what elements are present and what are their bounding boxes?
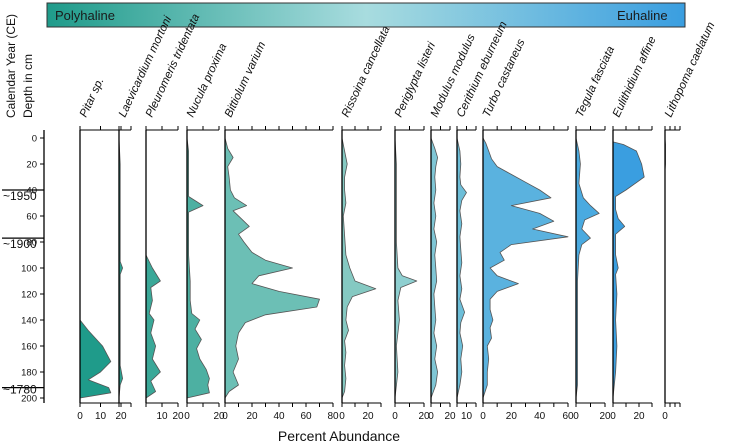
x-tick-label: 20: [418, 411, 430, 422]
depth-tick-label: 140: [21, 316, 37, 327]
taxon-label: Nucula proxima: [185, 42, 230, 119]
year-marker-label: ~1950: [3, 189, 37, 203]
abundance-area: [612, 137, 645, 399]
panel-12: 0 Lithopoma caelatum: [662, 20, 717, 422]
x-tick-label: 40: [534, 411, 546, 422]
depth-tick-label: 40: [26, 186, 37, 197]
abundance-area: [394, 137, 418, 399]
abundance-area: [145, 137, 161, 399]
x-tick-label: 20: [633, 411, 645, 422]
x-tick-label: 20: [172, 411, 184, 422]
depth-tick-label: 200: [21, 394, 37, 405]
depth-tick-label: 0: [32, 134, 37, 145]
salinity-gradient-bar: [46, 2, 686, 28]
x-tick-label: 0: [339, 411, 345, 422]
x-tick-label: 0: [480, 411, 486, 422]
x-tick-label: 10: [95, 411, 107, 422]
x-tick-label: 20: [362, 411, 374, 422]
taxon-label: Pitar sp.: [78, 76, 107, 119]
euhaline-label: Euhaline: [617, 8, 668, 23]
abundance-area: [118, 137, 123, 399]
x-axis-title: Percent Abundance: [278, 428, 400, 444]
abundance-area: [482, 137, 569, 399]
abundance-area: [430, 137, 439, 399]
taxon-label: Rissoina cancellata: [340, 24, 393, 119]
abundance-area: [186, 137, 210, 399]
x-tick-label: 0: [184, 411, 190, 422]
x-tick-label: 20: [246, 411, 258, 422]
x-tick-label: 0: [222, 411, 228, 422]
x-tick-label: 0: [77, 411, 83, 422]
depth-tick-label: 60: [26, 212, 37, 223]
panel-4: 0 20 40 60 80 Bittiolum varium: [222, 40, 339, 422]
abundance-area: [456, 137, 467, 399]
depth-tick-label: 120: [21, 290, 37, 301]
abundance-area: [341, 137, 377, 399]
abundance-area: [224, 137, 320, 399]
labels: Percent Abundance Calendar Year (CE) Depth…: [4, 14, 400, 444]
x-tick-label: 20: [599, 411, 611, 422]
abundance-area: [79, 137, 112, 399]
x-tick-label: 20: [213, 411, 225, 422]
x-tick-label: 10: [461, 411, 473, 422]
year-marker-label: ~1780: [3, 383, 37, 397]
x-tick-label: 0: [392, 411, 398, 422]
x-tick-label: 80: [327, 411, 339, 422]
x-tick-label: 20: [115, 411, 127, 422]
x-tick-label: 0: [573, 411, 579, 422]
year-marker-label: ~1900: [3, 237, 37, 251]
x-tick-label: 20: [444, 411, 456, 422]
x-tick-label: 0: [428, 411, 434, 422]
depth-tick-label: 100: [21, 264, 37, 275]
taxon-label: Lithopoma caelatum: [663, 20, 718, 119]
depth-axis: 0 20 40 60 80 100 120 140 160 180 200 ~1950 ~1900 ~17…: [2, 130, 45, 405]
x-tick-label: 40: [273, 411, 285, 422]
depth-tick-label: 20: [26, 160, 37, 171]
taxon-label: Eulithidium affine: [611, 35, 659, 119]
x-tick-label: 20: [506, 411, 518, 422]
panel-11: 0 20 Eulithidium affine: [610, 35, 659, 422]
y-axis-title-year: Calendar Year (CE): [4, 14, 18, 118]
x-tick-label: 0: [610, 411, 616, 422]
depth-tick-label: 160: [21, 342, 37, 353]
x-tick-label: 60: [300, 411, 312, 422]
y-axis-title-depth: Depth in cm: [21, 54, 35, 118]
x-tick-label: 0: [662, 411, 668, 422]
taxon-label: Bittiolum varium: [223, 40, 269, 120]
abundance-area: [575, 137, 600, 399]
x-tick-label: 10: [156, 411, 168, 422]
x-tick-label: 60: [562, 411, 574, 422]
polyhaline-label: Polyhaline: [55, 8, 115, 23]
depth-tick-label: 80: [26, 238, 37, 249]
taxon-label: Tegula fasciata: [574, 44, 617, 119]
depth-tick-label: 180: [21, 368, 37, 379]
panel-5: 0 20 Rissoina cancellata: [339, 24, 392, 422]
